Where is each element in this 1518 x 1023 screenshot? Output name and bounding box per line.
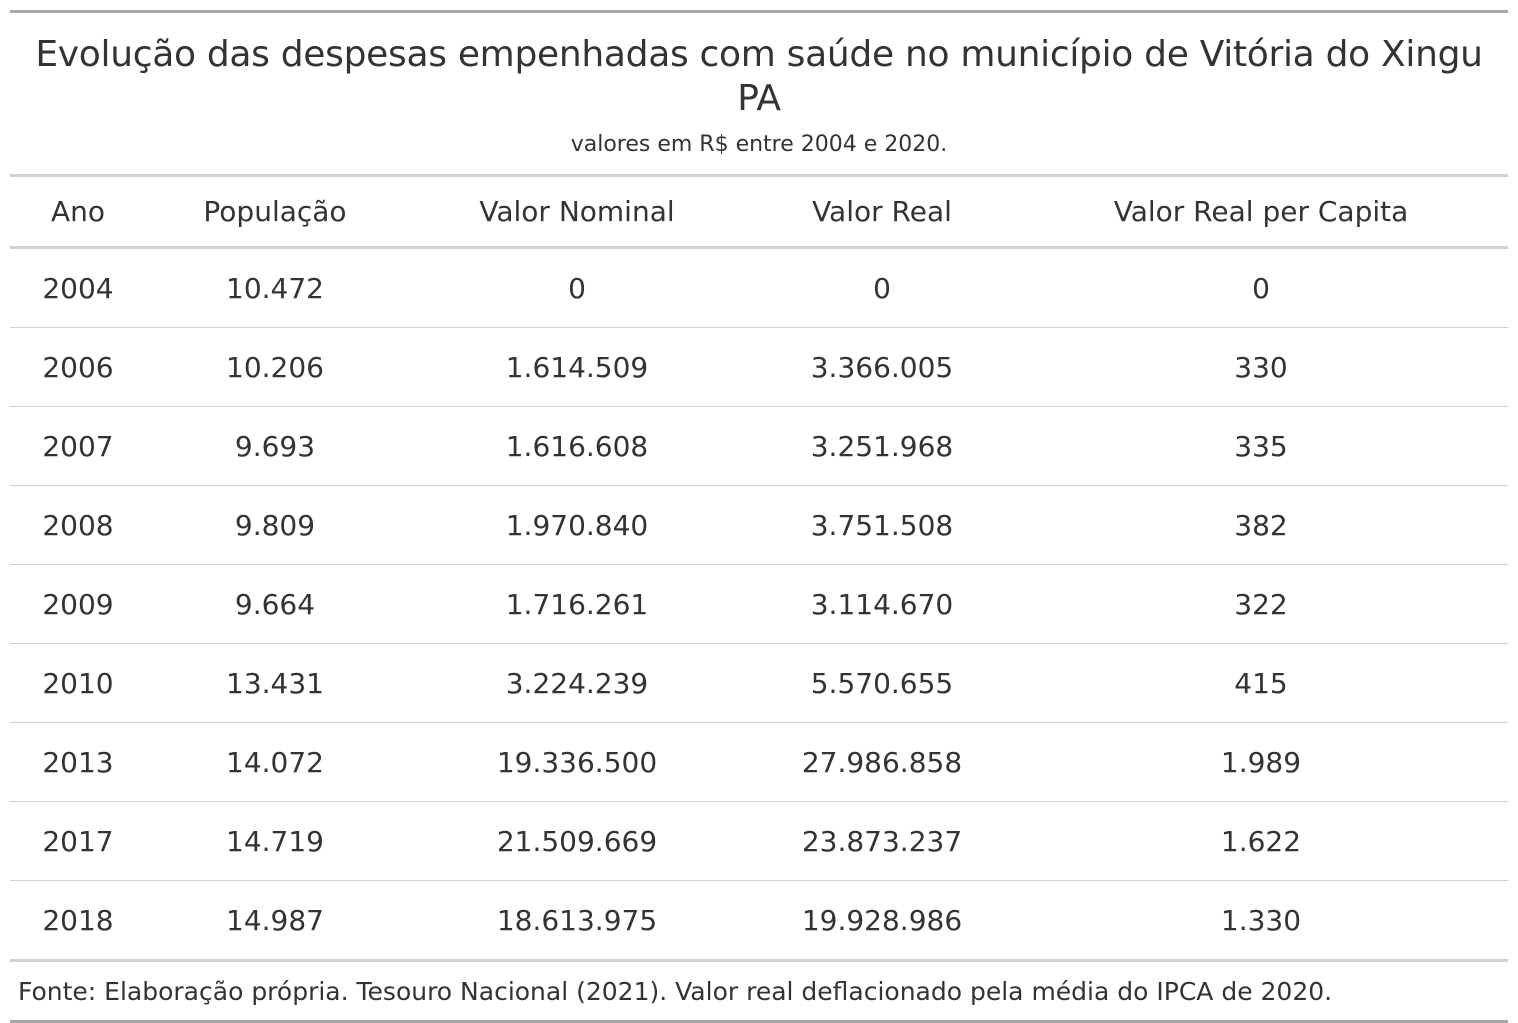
cell-populacao: 9.693	[146, 406, 404, 486]
cell-valor-real-per-capita: 0	[1014, 247, 1508, 328]
cell-ano: 2013	[10, 722, 146, 802]
table-row: 2008 9.809 1.970.840 3.751.508 382	[10, 485, 1508, 565]
cell-populacao: 13.431	[146, 643, 404, 723]
cell-valor-real-per-capita: 382	[1014, 485, 1508, 565]
table-container: Evolução das despesas empenhadas com saú…	[10, 10, 1508, 1023]
top-rule	[10, 10, 1508, 13]
source-note: Fonte: Elaboração própria. Tesouro Nacio…	[10, 962, 1508, 1023]
cell-valor-nominal: 19.336.500	[404, 722, 750, 802]
cell-valor-real-per-capita: 330	[1014, 327, 1508, 407]
table-row: 2004 10.472 0 0 0	[10, 247, 1508, 328]
cell-valor-real-per-capita: 1.330	[1014, 880, 1508, 962]
cell-valor-real-per-capita: 415	[1014, 643, 1508, 723]
cell-valor-real: 23.873.237	[750, 801, 1014, 881]
cell-valor-nominal: 3.224.239	[404, 643, 750, 723]
cell-ano: 2004	[10, 247, 146, 328]
column-header-populacao: População	[146, 174, 404, 249]
cell-populacao: 10.472	[146, 247, 404, 328]
cell-valor-real: 19.928.986	[750, 880, 1014, 962]
cell-ano: 2018	[10, 880, 146, 962]
cell-populacao: 14.719	[146, 801, 404, 881]
data-table: Ano População Valor Nominal Valor Real V…	[10, 174, 1508, 962]
table-subtitle: valores em R$ entre 2004 e 2020.	[570, 132, 948, 157]
cell-ano: 2007	[10, 406, 146, 486]
cell-valor-nominal: 0	[404, 247, 750, 328]
cell-populacao: 14.072	[146, 722, 404, 802]
cell-valor-real: 3.751.508	[750, 485, 1014, 565]
cell-valor-real-per-capita: 1.989	[1014, 722, 1508, 802]
cell-valor-nominal: 1.716.261	[404, 564, 750, 644]
column-header-valor-nominal: Valor Nominal	[404, 174, 750, 249]
cell-valor-real: 0	[750, 247, 1014, 328]
column-header-ano: Ano	[10, 174, 146, 249]
header-row: Ano População Valor Nominal Valor Real V…	[10, 174, 1508, 249]
table-row: 2009 9.664 1.716.261 3.114.670 322	[10, 564, 1508, 644]
cell-ano: 2017	[10, 801, 146, 881]
cell-valor-nominal: 1.970.840	[404, 485, 750, 565]
cell-valor-real: 5.570.655	[750, 643, 1014, 723]
table-row: 2018 14.987 18.613.975 19.928.986 1.330	[10, 880, 1508, 962]
cell-valor-real: 3.366.005	[750, 327, 1014, 407]
table-body: 2004 10.472 0 0 0 2006 10.206 1.614.509 …	[10, 247, 1508, 962]
cell-ano: 2009	[10, 564, 146, 644]
cell-ano: 2006	[10, 327, 146, 407]
column-header-valor-real-per-capita: Valor Real per Capita	[1014, 174, 1508, 249]
cell-valor-nominal: 1.614.509	[404, 327, 750, 407]
cell-valor-real-per-capita: 335	[1014, 406, 1508, 486]
cell-ano: 2008	[10, 485, 146, 565]
table-row: 2013 14.072 19.336.500 27.986.858 1.989	[10, 722, 1508, 802]
cell-populacao: 10.206	[146, 327, 404, 407]
table-row: 2010 13.431 3.224.239 5.570.655 415	[10, 643, 1508, 723]
cell-populacao: 9.809	[146, 485, 404, 565]
table-header: Ano População Valor Nominal Valor Real V…	[10, 174, 1508, 249]
cell-ano: 2010	[10, 643, 146, 723]
table-title: Evolução das despesas empenhadas com saú…	[35, 34, 1483, 119]
cell-valor-nominal: 18.613.975	[404, 880, 750, 962]
cell-valor-nominal: 21.509.669	[404, 801, 750, 881]
column-header-valor-real: Valor Real	[750, 174, 1014, 249]
cell-valor-real: 3.114.670	[750, 564, 1014, 644]
cell-valor-real-per-capita: 1.622	[1014, 801, 1508, 881]
table-row: 2006 10.206 1.614.509 3.366.005 330	[10, 327, 1508, 407]
table-row: 2017 14.719 21.509.669 23.873.237 1.622	[10, 801, 1508, 881]
cell-populacao: 9.664	[146, 564, 404, 644]
cell-valor-real: 3.251.968	[750, 406, 1014, 486]
cell-valor-nominal: 1.616.608	[404, 406, 750, 486]
cell-valor-real-per-capita: 322	[1014, 564, 1508, 644]
cell-valor-real: 27.986.858	[750, 722, 1014, 802]
table-row: 2007 9.693 1.616.608 3.251.968 335	[10, 406, 1508, 486]
cell-populacao: 14.987	[146, 880, 404, 962]
